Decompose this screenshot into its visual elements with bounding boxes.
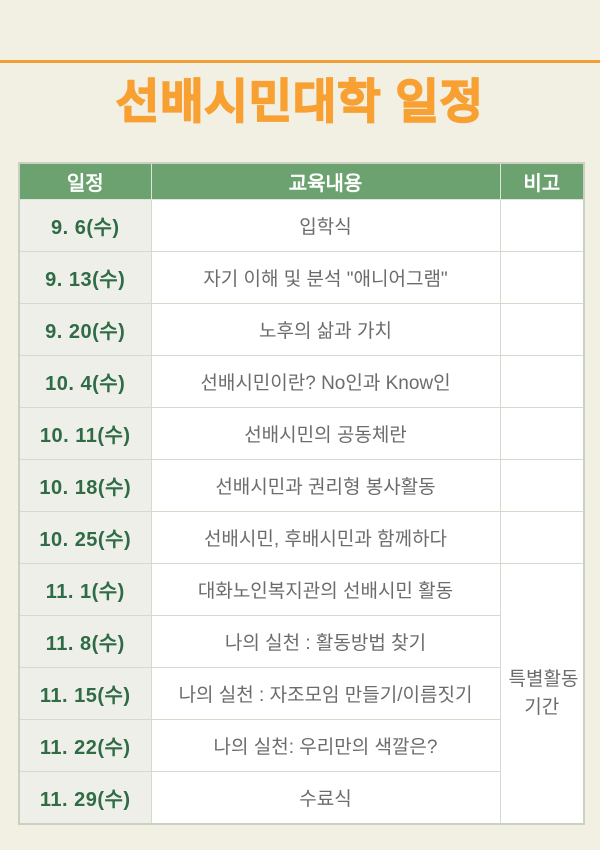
title-divider [0, 60, 600, 63]
remark-cell [499, 407, 585, 460]
remark-cell-special-period: 특별활동 기간 [499, 563, 585, 825]
table-row: 11. 22(수) 나의 실천: 우리만의 색깔은? [18, 719, 584, 772]
header-cell-content: 교육내용 [150, 162, 501, 200]
table-row: 11. 29(수) 수료식 [18, 771, 584, 825]
date-cell: 11. 8(수) [18, 615, 152, 668]
date-cell: 10. 25(수) [18, 511, 152, 564]
content-cell: 자기 이해 및 분석 "애니어그램" [150, 251, 501, 304]
table-row: 11. 15(수) 나의 실천 : 자조모임 만들기/이름짓기 [18, 667, 584, 720]
table-row: 11. 8(수) 나의 실천 : 활동방법 찾기 [18, 615, 584, 668]
content-cell: 나의 실천: 우리만의 색깔은? [150, 719, 501, 772]
table-row: 9. 6(수) 입학식 [18, 199, 585, 252]
table-row: 11. 1(수) 대화노인복지관의 선배시민 활동 특별활동 기간 [18, 563, 585, 825]
content-cell: 선배시민, 후배시민과 함께하다 [150, 511, 501, 564]
schedule-table: 일정 교육내용 비고 9. 6(수) 입학식 9. 13(수) 자기 이해 및 분석 … [18, 162, 585, 825]
content-cell: 선배시민의 공동체란 [150, 407, 501, 460]
remark-cell [499, 511, 585, 564]
table-row: 10. 18(수) 선배시민과 권리형 봉사활동 [18, 459, 585, 512]
header-row: 일정 교육내용 비고 [18, 162, 585, 200]
schedule-table-body: 9. 6(수) 입학식 9. 13(수) 자기 이해 및 분석 "애니어그램" 9. 2… [18, 199, 585, 825]
content-cell: 노후의 삶과 가치 [150, 303, 501, 356]
table-row: 10. 11(수) 선배시민의 공동체란 [18, 407, 585, 460]
remark-cell [499, 251, 585, 304]
table-row: 10. 25(수) 선배시민, 후배시민과 함께하다 [18, 511, 585, 564]
content-cell: 선배시민이란? No인과 Know인 [150, 355, 501, 408]
date-cell: 11. 1(수) [18, 563, 152, 616]
date-cell: 11. 15(수) [18, 667, 152, 720]
table-row: 9. 13(수) 자기 이해 및 분석 "애니어그램" [18, 251, 585, 304]
content-cell: 나의 실천 : 자조모임 만들기/이름짓기 [150, 667, 501, 720]
remark-cell [499, 303, 585, 356]
date-cell: 9. 13(수) [18, 251, 152, 304]
content-cell: 선배시민과 권리형 봉사활동 [150, 459, 501, 512]
table-row: 10. 4(수) 선배시민이란? No인과 Know인 [18, 355, 585, 408]
date-cell: 9. 6(수) [18, 199, 152, 252]
header-cell-date: 일정 [18, 162, 152, 200]
header-cell-remark: 비고 [499, 162, 585, 200]
date-cell: 9. 20(수) [18, 303, 152, 356]
schedule-table-header: 일정 교육내용 비고 [18, 162, 585, 200]
remark-cell [499, 355, 585, 408]
remark-cell [499, 199, 585, 252]
content-cell: 대화노인복지관의 선배시민 활동 [150, 563, 501, 616]
content-cell: 입학식 [150, 199, 501, 252]
date-cell: 10. 11(수) [18, 407, 152, 460]
page-title: 선배시민대학 일정 [115, 74, 484, 129]
remark-cell [499, 459, 585, 512]
date-cell: 10. 4(수) [18, 355, 152, 408]
date-cell: 10. 18(수) [18, 459, 152, 512]
date-cell: 11. 29(수) [18, 771, 152, 825]
date-cell: 11. 22(수) [18, 719, 152, 772]
table-row: 9. 20(수) 노후의 삶과 가치 [18, 303, 585, 356]
content-cell: 수료식 [150, 771, 501, 825]
content-cell: 나의 실천 : 활동방법 찾기 [150, 615, 501, 668]
